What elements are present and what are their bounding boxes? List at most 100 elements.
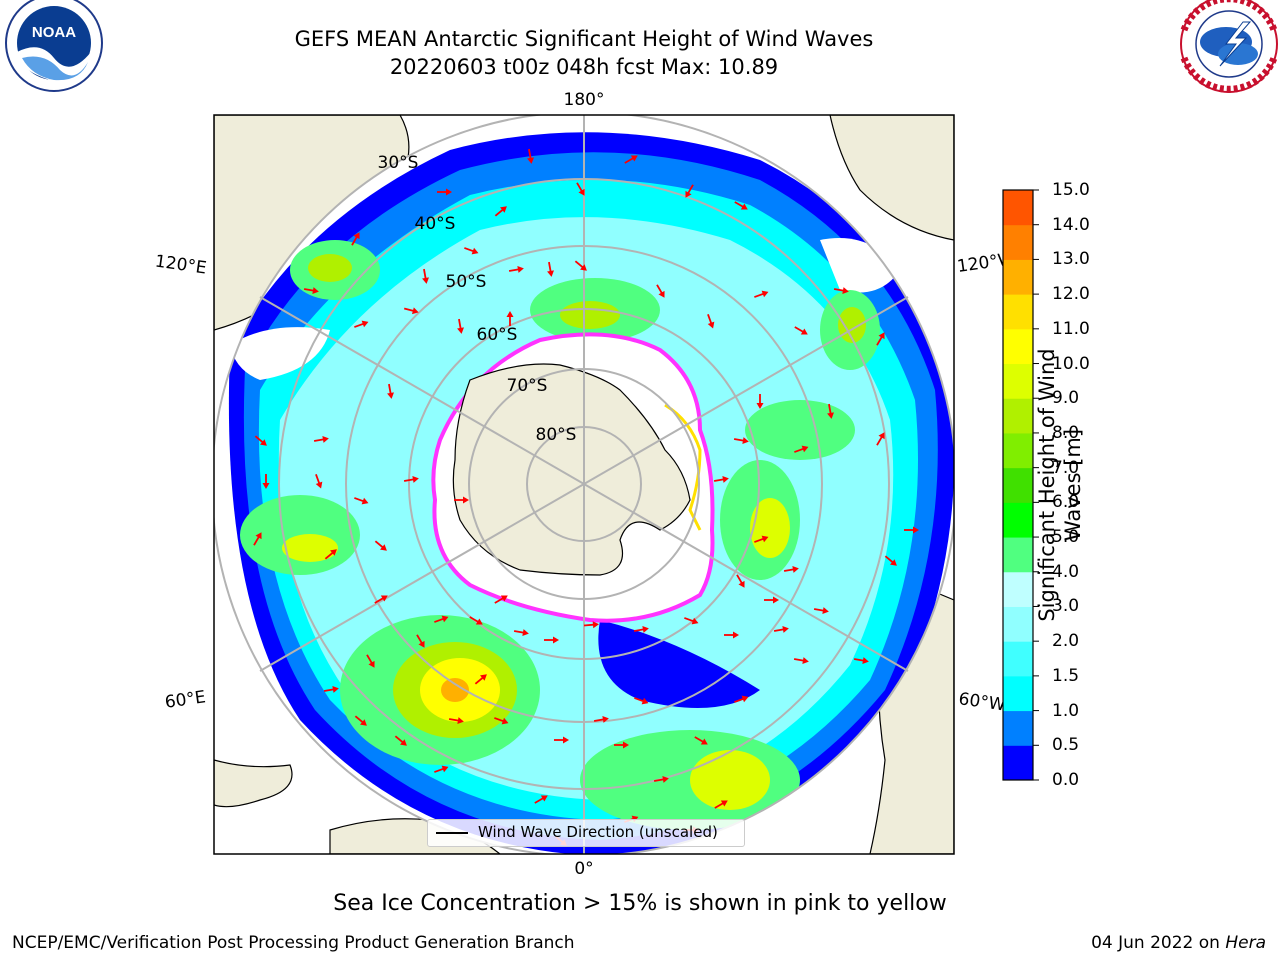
wave-direction-arrow bbox=[713, 476, 729, 483]
colorbar-tick-label: 12.0 bbox=[1052, 284, 1090, 305]
lat-label-40s: 40°S bbox=[415, 214, 456, 234]
wave-direction-arrow bbox=[513, 629, 529, 636]
wave-direction-arrow bbox=[544, 636, 559, 644]
wave-direction-arrow bbox=[756, 394, 764, 409]
wave-direction-arrow bbox=[464, 247, 479, 255]
colorbar-tick-label: 2.0 bbox=[1052, 631, 1080, 652]
wave-direction-arrow bbox=[437, 188, 452, 196]
graticule bbox=[214, 115, 954, 854]
colorbar-tick-label: 0.5 bbox=[1052, 735, 1080, 756]
wave-direction-arrow bbox=[454, 496, 469, 504]
lat-label-50s: 50°S bbox=[446, 272, 487, 292]
wave-direction-arrow bbox=[656, 284, 665, 298]
colorbar-tick-label: 13.0 bbox=[1052, 249, 1090, 270]
colorbar-tick-label: 0.0 bbox=[1052, 770, 1080, 790]
wave-direction-arrow bbox=[754, 290, 769, 298]
wave-direction-arrow bbox=[253, 532, 262, 546]
colorbar-tick-label: 1.0 bbox=[1052, 700, 1080, 721]
wave-direction-arrow bbox=[853, 657, 869, 664]
map-legend: Wind Wave Direction (unscaled) bbox=[427, 819, 745, 847]
wave-direction-arrow bbox=[494, 595, 508, 604]
wave-direction-arrow bbox=[374, 595, 388, 604]
wind-wave-arrows bbox=[253, 148, 919, 846]
wave-direction-arrow bbox=[813, 607, 829, 614]
colorbar-box bbox=[1003, 675, 1033, 712]
colorbar-tick-label: 3.0 bbox=[1052, 596, 1080, 617]
wave-direction-arrow bbox=[403, 476, 419, 483]
wave-direction-arrow bbox=[366, 654, 375, 668]
wave-direction-arrow bbox=[707, 314, 715, 329]
wave-direction-arrow bbox=[547, 261, 554, 277]
wave-direction-arrow bbox=[354, 715, 367, 726]
wave-direction-arrow bbox=[469, 616, 483, 625]
legend-label: Wind Wave Direction (unscaled) bbox=[478, 823, 718, 841]
wave-direction-arrow bbox=[494, 206, 507, 217]
wave-direction-arrow bbox=[624, 155, 638, 164]
colorbar-box bbox=[1003, 328, 1033, 365]
datestamp-date: 04 Jun 2022 on bbox=[1091, 933, 1220, 953]
colorbar-label: Significant Height of Wind Waves [m] bbox=[1034, 335, 1086, 635]
wave-direction-arrow bbox=[527, 148, 534, 164]
wave-direction-arrow bbox=[876, 332, 885, 346]
wave-direction-arrow bbox=[634, 697, 649, 705]
wave-direction-arrow bbox=[793, 657, 809, 664]
wave-direction-arrow bbox=[534, 795, 548, 804]
noaa-logo: NOAA bbox=[5, 0, 103, 92]
colorbar-box bbox=[1003, 224, 1033, 260]
wave-direction-arrow bbox=[434, 765, 449, 773]
wave-direction-arrow bbox=[884, 555, 897, 566]
wave-direction-arrow bbox=[833, 287, 849, 294]
wave-direction-arrow bbox=[457, 318, 464, 334]
colorbar-box bbox=[1003, 467, 1033, 503]
chart-subtitle: 20220603 t00z 048h fcst Max: 10.89 bbox=[389, 55, 779, 79]
colorbar-frame bbox=[1002, 189, 1034, 781]
colorbar-box bbox=[1003, 432, 1033, 469]
credit-text: NCEP/EMC/Verification Post Processing Pr… bbox=[12, 933, 575, 953]
wave-direction-arrow bbox=[494, 717, 509, 725]
wave-direction-arrow bbox=[448, 717, 464, 724]
map-area bbox=[214, 115, 954, 854]
wave-direction-arrow bbox=[593, 716, 609, 723]
legend-line-swatch bbox=[436, 832, 468, 834]
colorbar-label-line1: Significant Height of Wind bbox=[1035, 348, 1059, 622]
wave-direction-arrow bbox=[416, 634, 425, 648]
wave-direction-arrow bbox=[354, 320, 369, 328]
wave-direction-arrow bbox=[313, 436, 329, 443]
colorbar-tick-label: 11.0 bbox=[1052, 318, 1090, 339]
wave-direction-arrow bbox=[303, 287, 319, 294]
wave-direction-arrow bbox=[315, 474, 323, 489]
wave-direction-arrow bbox=[324, 549, 337, 560]
wave-direction-arrow bbox=[422, 268, 429, 284]
noaa-logo-text: NOAA bbox=[32, 24, 76, 41]
colorbar-tick-label: 1.5 bbox=[1052, 665, 1080, 686]
colorbar-tick-label: 5.0 bbox=[1052, 527, 1080, 548]
datestamp: 04 Jun 2022 on Hera bbox=[1091, 933, 1266, 953]
chart-title: GEFS MEAN Antarctic Significant Height o… bbox=[294, 27, 874, 51]
wave-direction-arrow bbox=[554, 736, 569, 744]
wave-direction-arrow bbox=[653, 776, 669, 783]
colorbar-box bbox=[1003, 745, 1033, 781]
wave-direction-arrow bbox=[724, 631, 739, 639]
wave-direction-arrow bbox=[736, 574, 745, 588]
colorbar-box bbox=[1003, 294, 1033, 330]
lat-label-30s: 30°S bbox=[378, 153, 419, 173]
lat-label-80s: 80°S bbox=[536, 425, 577, 445]
colorbar-box bbox=[1003, 259, 1033, 295]
wave-direction-arrow bbox=[254, 435, 267, 446]
wave-direction-arrow bbox=[733, 437, 749, 444]
wave-direction-arrow bbox=[387, 383, 394, 399]
wave-direction-arrow bbox=[394, 735, 407, 746]
wave-direction-arrow bbox=[403, 307, 419, 315]
colorbar-tick-label: 10.0 bbox=[1052, 353, 1090, 374]
colorbar-label-line2: Waves [m] bbox=[1061, 428, 1085, 542]
lon-label-0: 0° bbox=[574, 859, 593, 879]
colorbar-tick-label: 9.0 bbox=[1052, 388, 1080, 409]
lon-label-60e: 60°E bbox=[164, 687, 207, 712]
colorbar-tick-label: 14.0 bbox=[1052, 214, 1090, 235]
sea-ice-note: Sea Ice Concentration > 15% is shown in … bbox=[333, 891, 947, 916]
wave-direction-arrow bbox=[734, 695, 749, 703]
colorbar bbox=[1002, 189, 1039, 781]
wave-direction-arrow bbox=[794, 326, 808, 335]
wave-direction-arrow bbox=[323, 686, 339, 693]
colorbar-tick-label: 4.0 bbox=[1052, 561, 1080, 582]
